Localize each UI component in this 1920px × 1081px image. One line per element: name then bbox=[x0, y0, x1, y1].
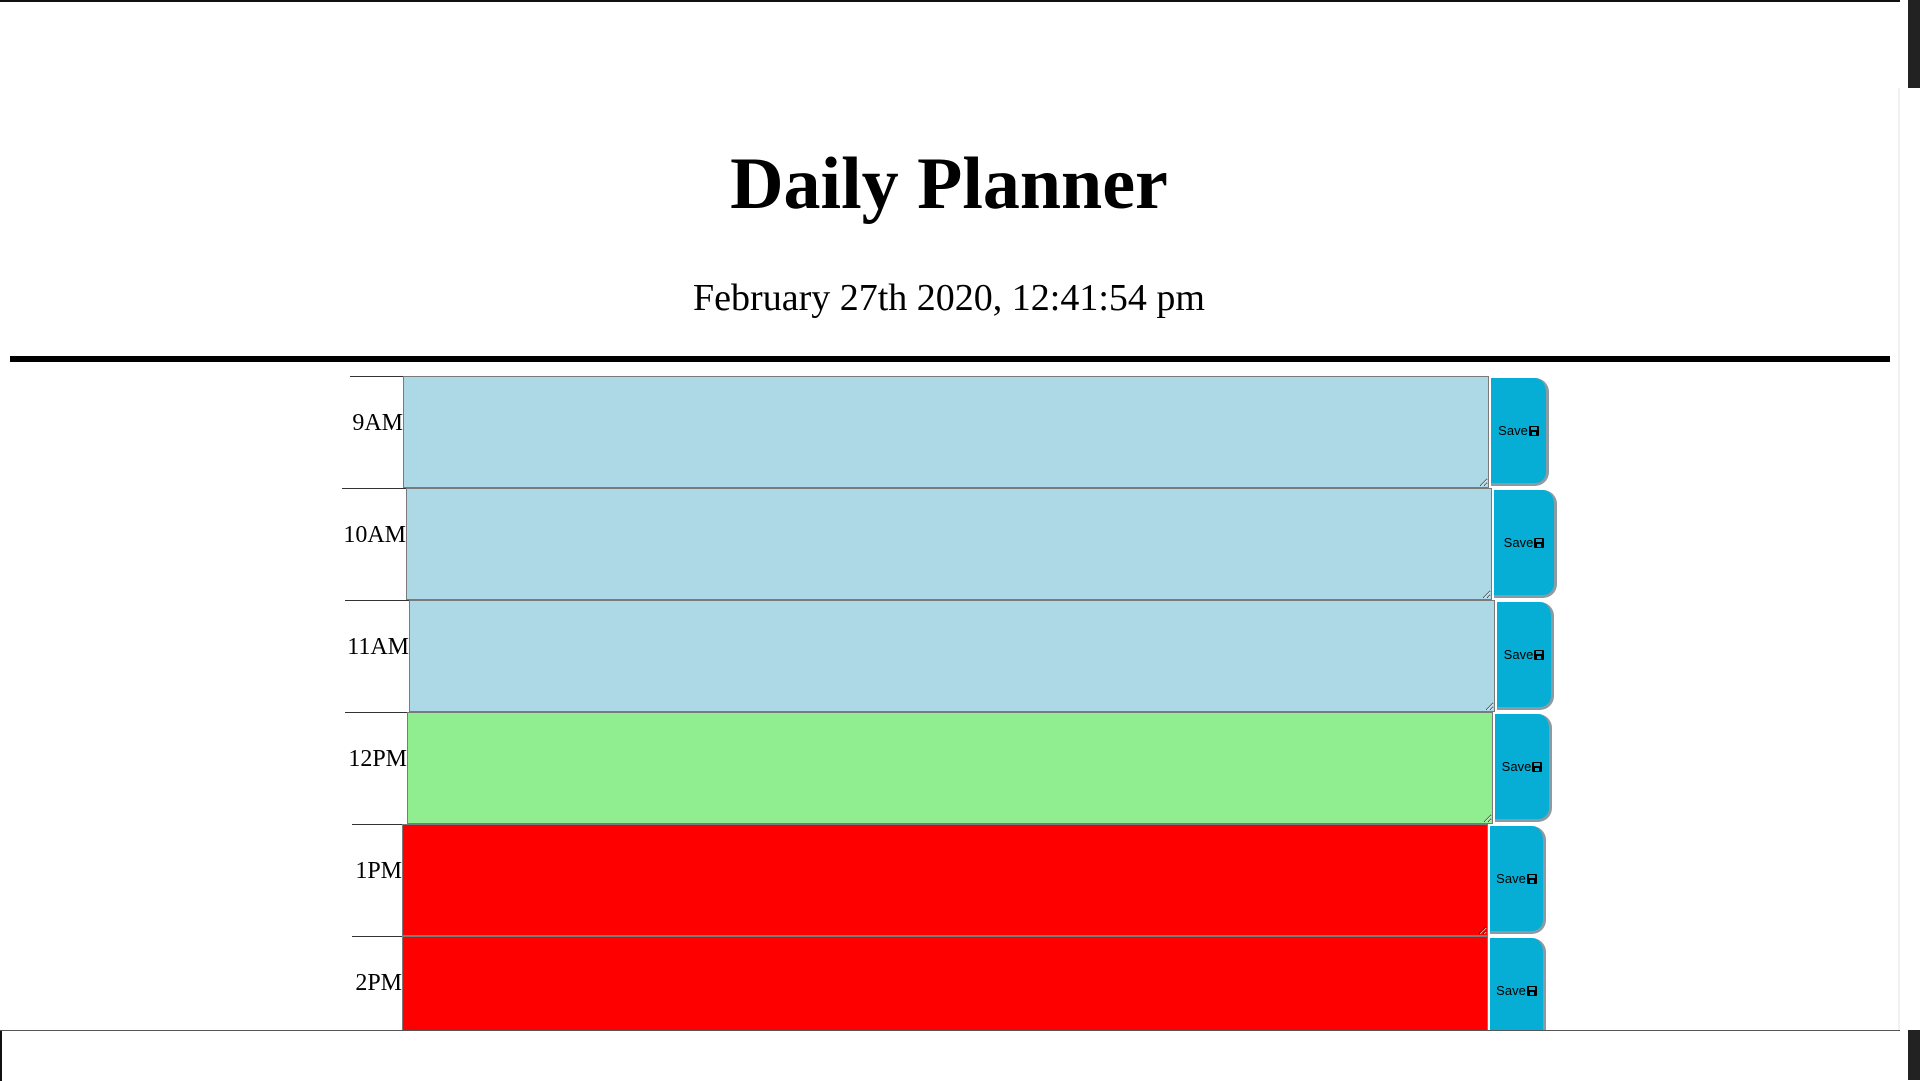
save-button[interactable]: Save bbox=[1495, 714, 1552, 822]
save-button-label: Save bbox=[1498, 423, 1528, 438]
floppy-disk-icon bbox=[1534, 537, 1545, 548]
floppy-disk-icon bbox=[1532, 761, 1543, 772]
bottom-bar-edge bbox=[0, 1031, 2, 1081]
save-button[interactable]: Save bbox=[1497, 602, 1554, 710]
bottom-bar bbox=[0, 1030, 1900, 1081]
page-title: Daily Planner bbox=[730, 143, 1168, 225]
hour-label: 9AM bbox=[350, 376, 403, 487]
floppy-disk-icon bbox=[1526, 985, 1537, 996]
time-block-9am: 9AM Save bbox=[0, 376, 1600, 488]
time-block-2pm: 2PM Save bbox=[0, 936, 1600, 1030]
save-button-label: Save bbox=[1501, 759, 1532, 774]
frame-edge-bottom bbox=[1908, 1030, 1920, 1080]
time-block-1pm: 1PM Save bbox=[0, 824, 1600, 936]
time-block-11am: 11AM Save bbox=[0, 600, 1600, 712]
window-right-frame bbox=[1900, 0, 1920, 1080]
task-input[interactable] bbox=[409, 600, 1495, 712]
save-button[interactable]: Save bbox=[1490, 826, 1546, 934]
hour-label: 2PM bbox=[352, 936, 402, 1030]
save-button-label: Save bbox=[1503, 647, 1534, 662]
save-button-label: Save bbox=[1503, 535, 1534, 550]
save-button[interactable]: Save bbox=[1491, 378, 1549, 486]
task-input[interactable] bbox=[402, 824, 1488, 936]
hour-label: 12PM bbox=[345, 712, 407, 823]
hour-label: 1PM bbox=[352, 824, 402, 935]
task-input[interactable] bbox=[403, 376, 1489, 488]
page: Daily Planner February 27th 2020, 12:41:… bbox=[0, 2, 1898, 1030]
hour-label: 11AM bbox=[345, 600, 409, 711]
current-date: February 27th 2020, 12:41:54 pm bbox=[693, 277, 1205, 319]
floppy-disk-icon bbox=[1534, 649, 1545, 660]
save-button[interactable]: Save bbox=[1490, 938, 1546, 1030]
save-button[interactable]: Save bbox=[1494, 490, 1557, 598]
window-top-edge bbox=[0, 0, 1920, 2]
floppy-disk-icon bbox=[1526, 873, 1537, 884]
hour-label: 10AM bbox=[342, 488, 406, 599]
floppy-disk-icon bbox=[1528, 425, 1539, 436]
task-input[interactable] bbox=[407, 712, 1493, 824]
save-button-label: Save bbox=[1496, 983, 1526, 998]
save-button-label: Save bbox=[1496, 871, 1526, 886]
time-block-12pm: 12PM Save bbox=[0, 712, 1600, 824]
task-input[interactable] bbox=[402, 936, 1488, 1030]
frame-edge-top bbox=[1908, 0, 1920, 88]
task-input[interactable] bbox=[406, 488, 1492, 600]
header-divider bbox=[10, 356, 1890, 362]
time-block-10am: 10AM Save bbox=[0, 488, 1600, 600]
